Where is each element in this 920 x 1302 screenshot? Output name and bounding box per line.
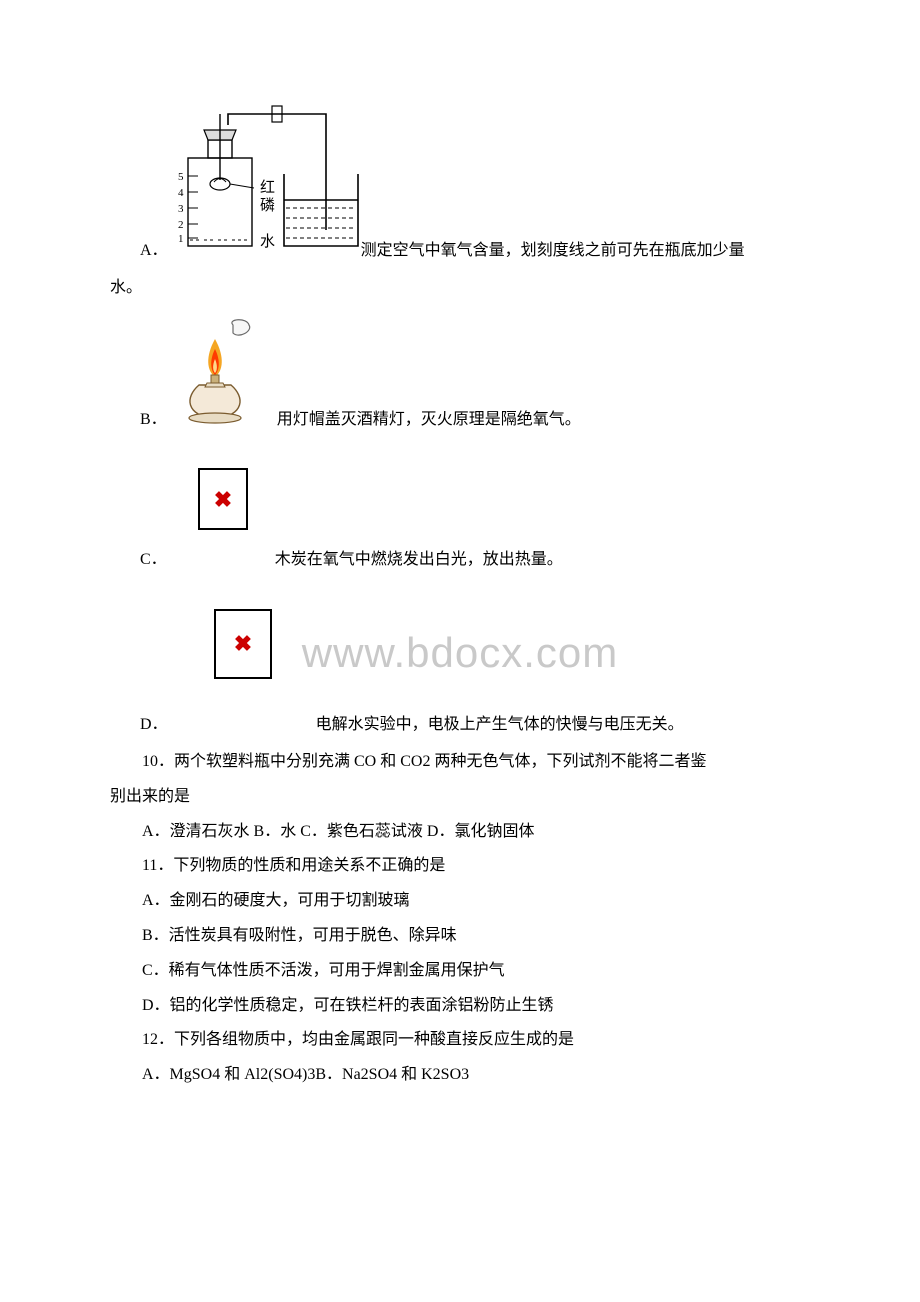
q10-options: A．澄清石灰水 B．水 C．紫色石蕊试液 D．氯化钠固体 [110,818,810,847]
q11-b: B．活性炭具有吸附性，可用于脱色、除异味 [110,922,810,951]
svg-text:5: 5 [178,171,184,183]
option-b-text: 用灯帽盖灭酒精灯，灭火原理是隔绝氧气。 [277,406,581,435]
q12-line: A．MgSO4 和 Al2(SO4)3B．Na2SO4 和 K2SO3 [110,1061,810,1090]
option-a-row: A． 5 4 [140,100,810,266]
q11-d: D．铝的化学性质稳定，可在铁栏杆的表面涂铝粉防止生锈 [110,992,810,1021]
option-c-row: C． 木炭在氧气中燃烧发出白光，放出热量。 [140,546,810,575]
option-d-block: ✖ D． 电解水实验中，电极上产生气体的快慢与电压无关。 [110,609,810,740]
broken-image-icon: ✖ [214,609,272,679]
q10-stem-2: 别出来的是 [110,783,810,812]
option-c-text: 木炭在氧气中燃烧发出白光，放出热量。 [275,546,563,575]
document-body: A． 5 4 [110,100,810,1090]
option-d-row: D． 电解水实验中，电极上产生气体的快慢与电压无关。 [140,711,810,740]
q12-stem: 12．下列各组物质中，均由金属跟同一种酸直接反应生成的是 [110,1026,810,1055]
q11-a: A．金刚石的硬度大，可用于切割玻璃 [110,887,810,916]
svg-text:水: 水 [260,233,275,250]
broken-image-icon: ✖ [198,468,248,530]
option-d-label: D． [140,711,168,740]
option-a-block: A． 5 4 [110,100,810,266]
option-b-block: B． 用灯帽盖灭酒精灯，灭火原理是隔绝 [110,319,810,435]
option-a-text-1: 测定空气中氧气含量，划刻度线之前可先在瓶底加少量 [361,237,745,266]
q11-stem: 11．下列物质的性质和用途关系不正确的是 [110,852,810,881]
svg-text:红: 红 [260,179,275,196]
svg-text:1: 1 [178,233,184,245]
x-icon: ✖ [214,480,232,520]
q11-c: C．稀有气体性质不活泼，可用于焊割金属用保护气 [110,957,810,986]
svg-text:4: 4 [178,187,184,199]
svg-text:磷: 磷 [260,197,275,214]
option-c-label: C． [140,546,167,575]
option-c-block: ✖ C． 木炭在氧气中燃烧发出白光，放出热量。 [110,468,810,575]
apparatus-oxygen-diagram: 5 4 3 2 1 [176,100,361,266]
option-b-row: B． 用灯帽盖灭酒精灯，灭火原理是隔绝 [140,319,810,435]
svg-text:2: 2 [178,219,184,231]
x-icon: ✖ [234,624,252,664]
option-a-text-2: 水。 [110,274,810,303]
svg-text:3: 3 [178,203,184,215]
alcohol-lamp-diagram [175,319,265,435]
q10-stem-1: 10．两个软塑料瓶中分别充满 CO 和 CO2 两种无色气体，下列试剂不能将二者… [110,748,810,777]
option-b-label: B． [140,406,167,435]
option-a-label: A． [140,237,168,266]
option-d-text: 电解水实验中，电极上产生气体的快慢与电压无关。 [316,711,684,740]
